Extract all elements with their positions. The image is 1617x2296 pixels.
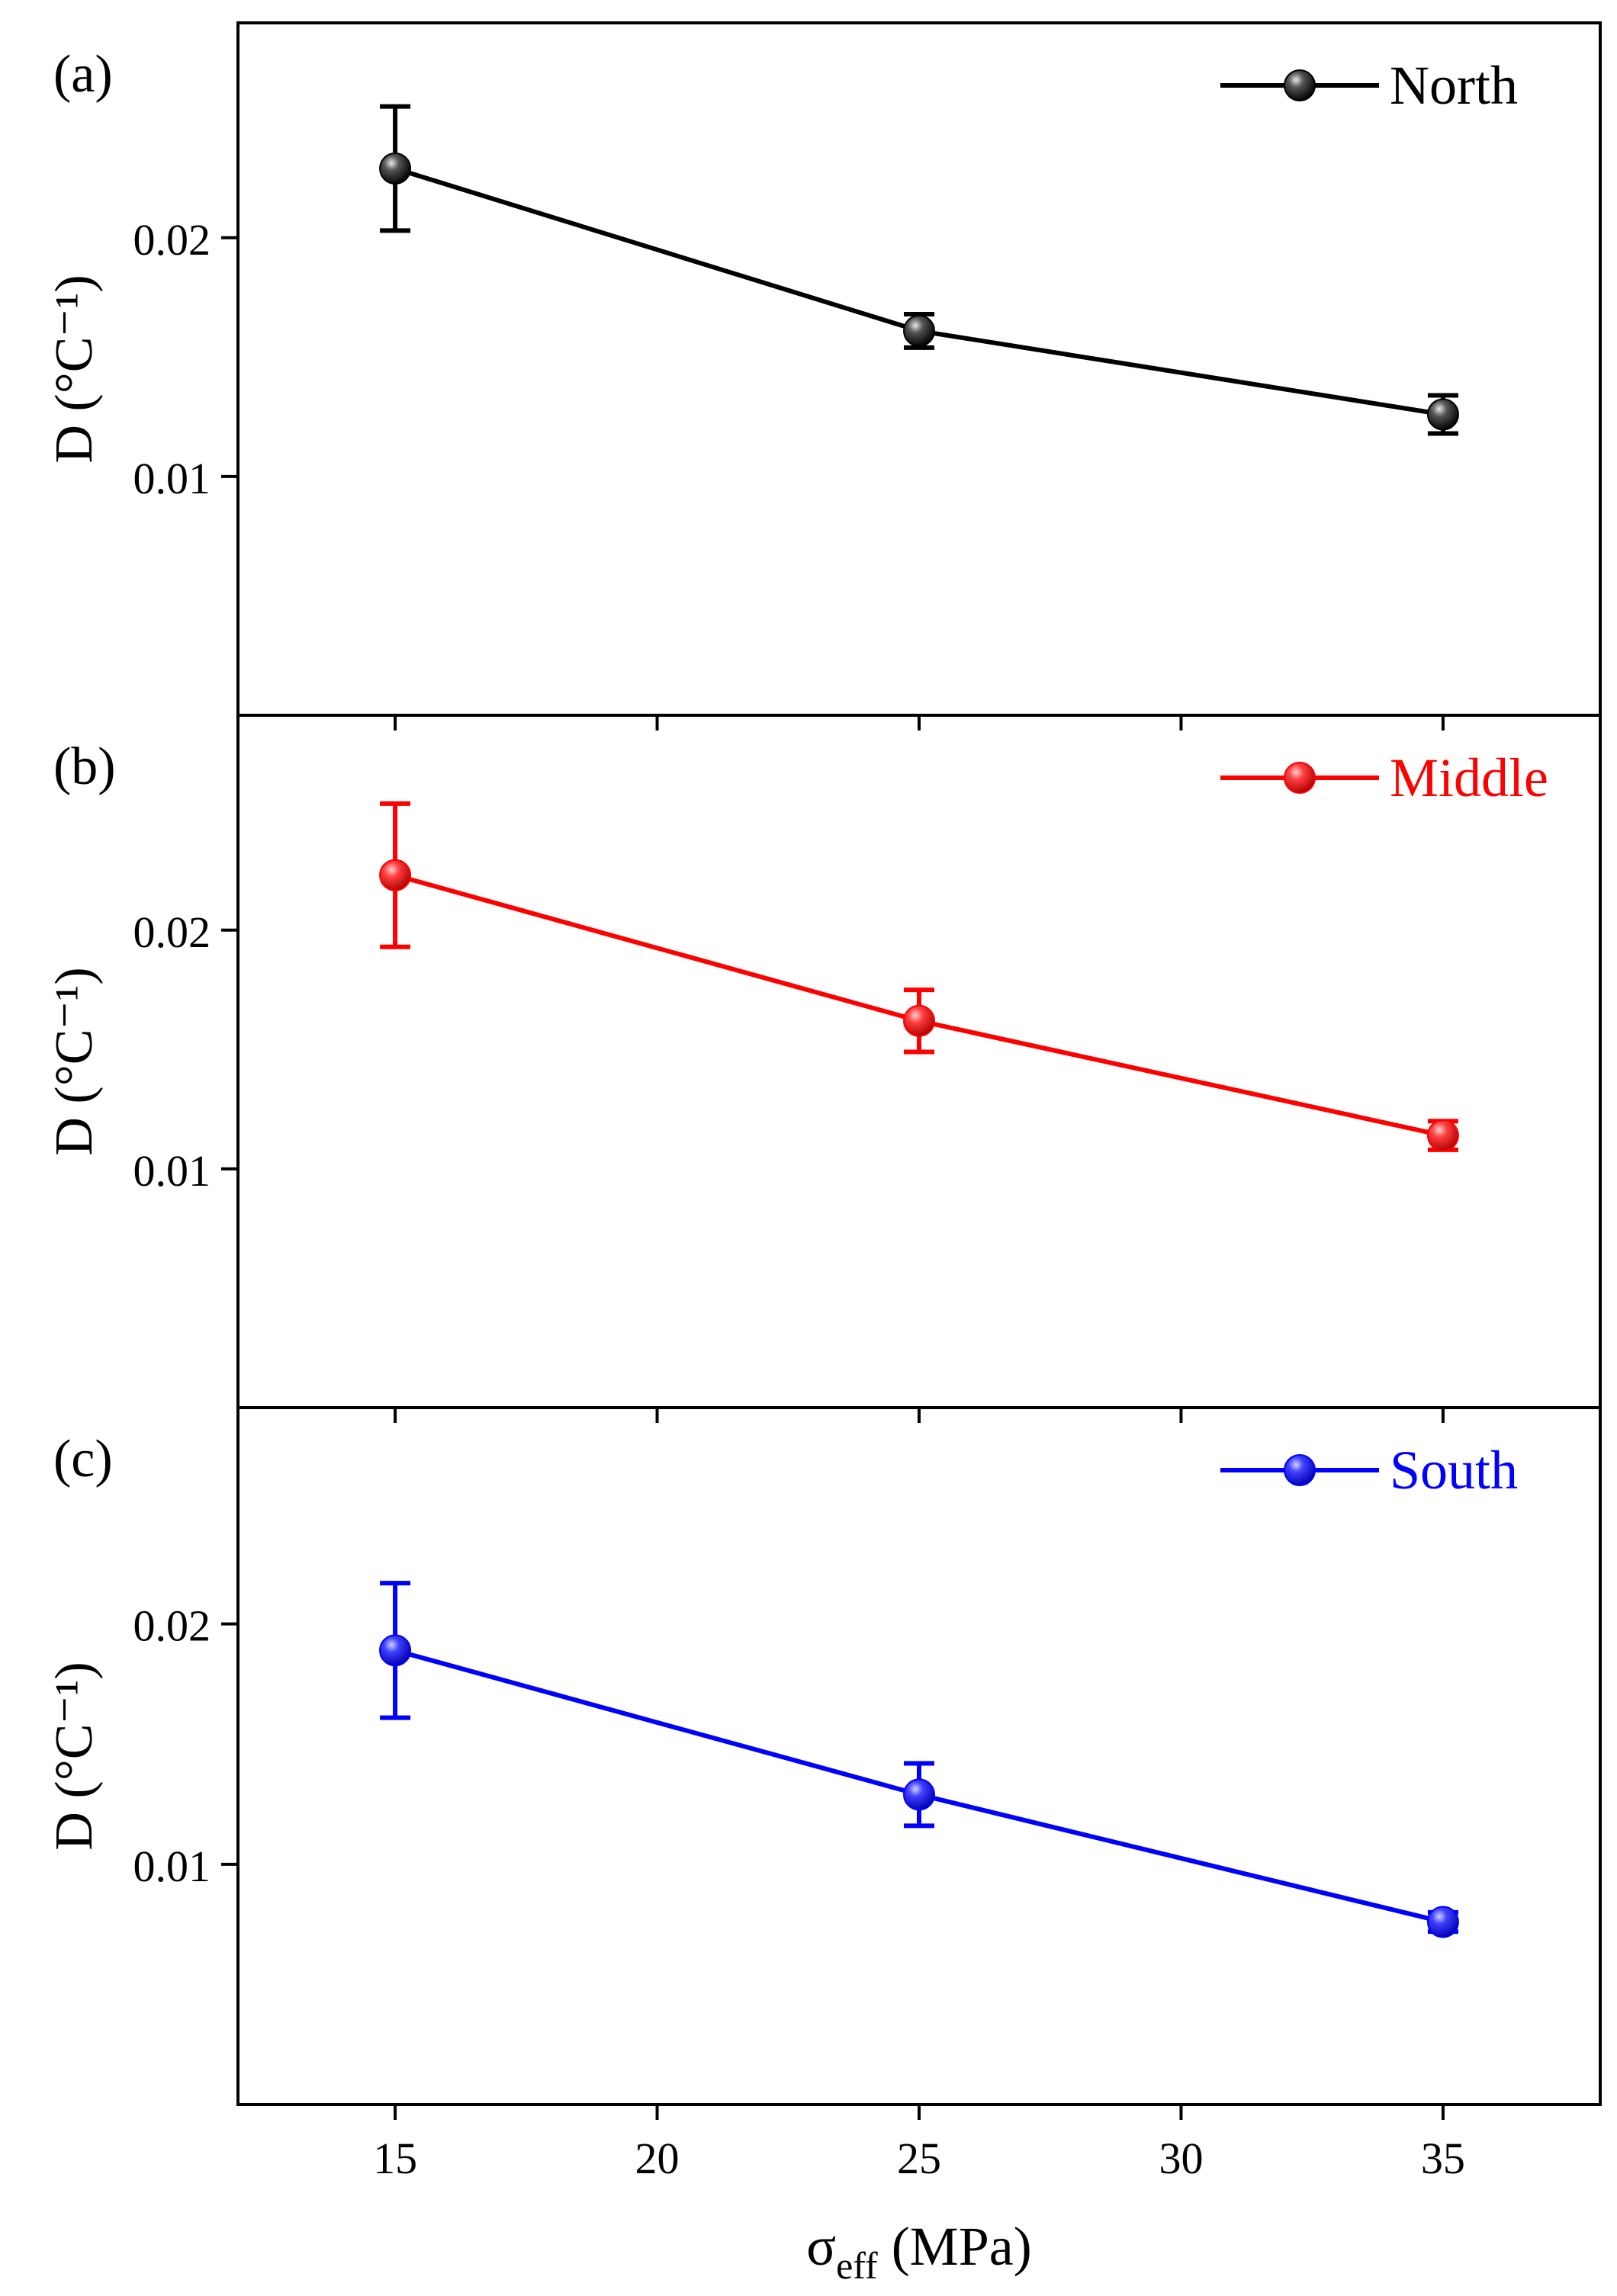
y-tick-label: 0.02: [133, 215, 211, 265]
chart-panels: 0.01 0.02 D (°C⁻¹) (a) North 0.01 0.02 D (°C⁻¹)…: [45, 21, 1602, 2183]
legend-marker: [1284, 69, 1316, 101]
legend-label: South: [1390, 1440, 1518, 1501]
y-tick-label: 0.01: [133, 454, 211, 503]
x-axis-title-symbol: σ: [806, 2216, 836, 2277]
panel-label: (a): [53, 45, 113, 104]
x-tick-label: 20: [635, 2134, 680, 2183]
data-point: [903, 314, 935, 347]
panel-a: 0.01 0.02 D (°C⁻¹) (a) North: [45, 21, 1602, 731]
y-tick-label: 0.01: [133, 1146, 211, 1196]
series-line-north: [394, 166, 1444, 417]
y-tick-label: 0.02: [133, 907, 211, 957]
legend-label: Middle: [1390, 747, 1548, 808]
x-axis-title: σeff (MPa): [806, 2216, 1031, 2287]
panel-b: 0.01 0.02 D (°C⁻¹) (b) Middle: [45, 714, 1602, 1423]
plot-frame: [236, 1406, 1602, 2106]
x-axis-title-subscript: eff: [836, 2244, 878, 2287]
data-point: [379, 1634, 412, 1667]
legend-label: North: [1390, 55, 1518, 116]
data-point: [379, 152, 412, 185]
plot-frame: [236, 714, 1602, 1409]
data-point: [903, 1004, 935, 1037]
data-point: [1426, 398, 1459, 431]
x-tick-label: 25: [897, 2134, 941, 2183]
y-tick-label: 0.02: [133, 1601, 211, 1651]
x-tick-label: 30: [1159, 2134, 1203, 2183]
panel-label: (c): [53, 1430, 113, 1488]
y-axis-title: D (°C⁻¹): [45, 967, 104, 1155]
legend: South: [1220, 1440, 1518, 1501]
panel-c: 0.01 0.02 15 20 25 30 35 D (°C⁻¹) (c) South: [45, 1406, 1602, 2183]
data-point: [379, 859, 412, 891]
x-tick-label: 35: [1421, 2134, 1465, 2183]
y-axis-title: D (°C⁻¹): [45, 1662, 104, 1850]
y-axis-title: D (°C⁻¹): [45, 275, 104, 463]
y-tick-label: 0.01: [133, 1842, 211, 1891]
x-tick-label: 15: [373, 2134, 417, 2183]
plot-frame: [236, 21, 1602, 717]
panel-label: (b): [53, 737, 116, 796]
x-axis-title-unit: (MPa): [878, 2216, 1032, 2277]
legend-marker: [1284, 1454, 1316, 1486]
data-point: [903, 1778, 935, 1811]
legend: North: [1220, 55, 1518, 116]
legend-marker: [1284, 762, 1316, 794]
legend: Middle: [1220, 747, 1548, 808]
data-point: [1426, 1906, 1459, 1938]
data-point: [1426, 1119, 1459, 1152]
